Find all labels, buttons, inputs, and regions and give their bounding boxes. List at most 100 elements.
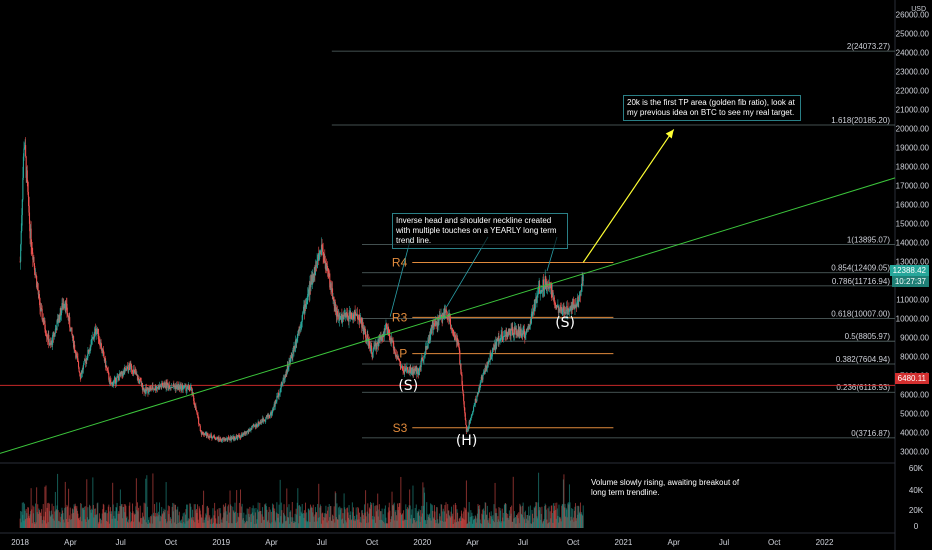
volume-bar — [83, 509, 85, 528]
price-tick-label: 23000.00 — [896, 68, 930, 77]
volume-bar — [116, 507, 118, 528]
candle-body — [556, 306, 558, 308]
volume-bar — [73, 512, 75, 528]
fib-level-label: 0(3716.87) — [851, 429, 890, 438]
candle-body — [173, 384, 175, 387]
volume-bar — [144, 503, 146, 528]
candle-body — [96, 329, 98, 332]
volume-bar — [302, 512, 304, 528]
volume-bar — [229, 490, 231, 528]
volume-bar — [297, 523, 299, 528]
candle-body — [396, 355, 398, 358]
volume-bar — [282, 512, 284, 528]
volume-bar — [370, 504, 372, 528]
candle-body — [146, 389, 148, 391]
candle-body — [60, 310, 62, 316]
candle-body — [259, 422, 261, 424]
candle-body — [473, 406, 475, 412]
volume-bar — [118, 513, 120, 528]
candle-body — [448, 315, 450, 321]
volume-bar — [152, 473, 154, 528]
volume-bar — [263, 519, 265, 528]
candle-body — [369, 345, 371, 352]
candle-body — [242, 433, 244, 435]
candle-body — [227, 436, 229, 438]
volume-bar — [156, 502, 158, 528]
candle-body — [437, 317, 439, 327]
candle-body — [469, 421, 471, 423]
volume-bar — [308, 508, 310, 528]
volume-bar — [431, 505, 433, 528]
candle-body — [280, 382, 282, 389]
candle-body — [34, 274, 37, 276]
candle-body — [334, 302, 336, 306]
candle-body — [420, 365, 422, 368]
volume-bar — [241, 503, 243, 528]
candle-body — [361, 323, 363, 328]
price-tick-label: 11000.00 — [896, 296, 929, 305]
candle-body — [489, 360, 491, 362]
volume-bar — [248, 517, 250, 528]
candle-body — [183, 387, 185, 389]
volume-bar — [388, 507, 390, 528]
candle-body — [74, 351, 76, 352]
candle-body — [57, 318, 59, 323]
candle-body — [401, 366, 403, 368]
candle-body — [317, 257, 319, 260]
candle-body — [410, 372, 412, 374]
candle-body — [196, 410, 198, 414]
pattern-labels: (S)(H)(S) — [398, 315, 575, 449]
volume-bar — [154, 516, 156, 528]
candle-body — [109, 379, 112, 383]
candle-body — [265, 417, 267, 421]
candle-body — [530, 320, 532, 324]
volume-bar — [412, 485, 414, 528]
volume-bar — [70, 519, 72, 528]
volume-bar — [313, 516, 315, 528]
candle-body — [323, 256, 325, 258]
volume-bar — [447, 504, 449, 528]
candle-body — [347, 316, 350, 322]
candle-body — [571, 305, 573, 311]
volume-bar — [562, 503, 564, 528]
candle-body — [355, 313, 357, 316]
volume-bar — [379, 511, 381, 528]
candle-body — [217, 437, 220, 441]
volume-bar — [333, 519, 335, 528]
volume-bar — [549, 522, 551, 528]
volume-bar — [274, 520, 276, 528]
volume-bar — [63, 522, 65, 528]
candle-body — [155, 386, 157, 391]
candle-body — [104, 358, 107, 368]
volume-bar — [51, 510, 53, 528]
volume-bar — [217, 516, 219, 528]
candle-body — [482, 372, 485, 375]
volume-bar — [438, 522, 440, 528]
volume-bar — [454, 502, 456, 528]
volume-bar — [441, 520, 443, 528]
candle-body — [138, 377, 140, 380]
volume-bar — [46, 507, 48, 528]
candle-body — [359, 321, 361, 323]
volume-bar — [411, 523, 413, 528]
candle-body — [409, 370, 411, 374]
candle-body — [235, 436, 237, 439]
candle-body — [572, 298, 574, 308]
volume-bar — [496, 521, 498, 528]
volume-bar — [38, 508, 40, 528]
volume-bar — [234, 502, 236, 528]
volume-bar — [81, 521, 83, 528]
candle-body — [335, 307, 337, 317]
volume-bar — [206, 506, 208, 528]
volume-bar — [187, 520, 189, 528]
candle-body — [472, 411, 474, 413]
volume-bar — [423, 487, 425, 528]
candle-body — [516, 330, 518, 335]
candle-body — [307, 293, 309, 298]
volume-bar — [127, 521, 129, 528]
volume-bar — [57, 473, 59, 528]
candle-body — [375, 342, 377, 346]
volume-bar — [401, 514, 403, 528]
volume-bar — [421, 513, 423, 528]
